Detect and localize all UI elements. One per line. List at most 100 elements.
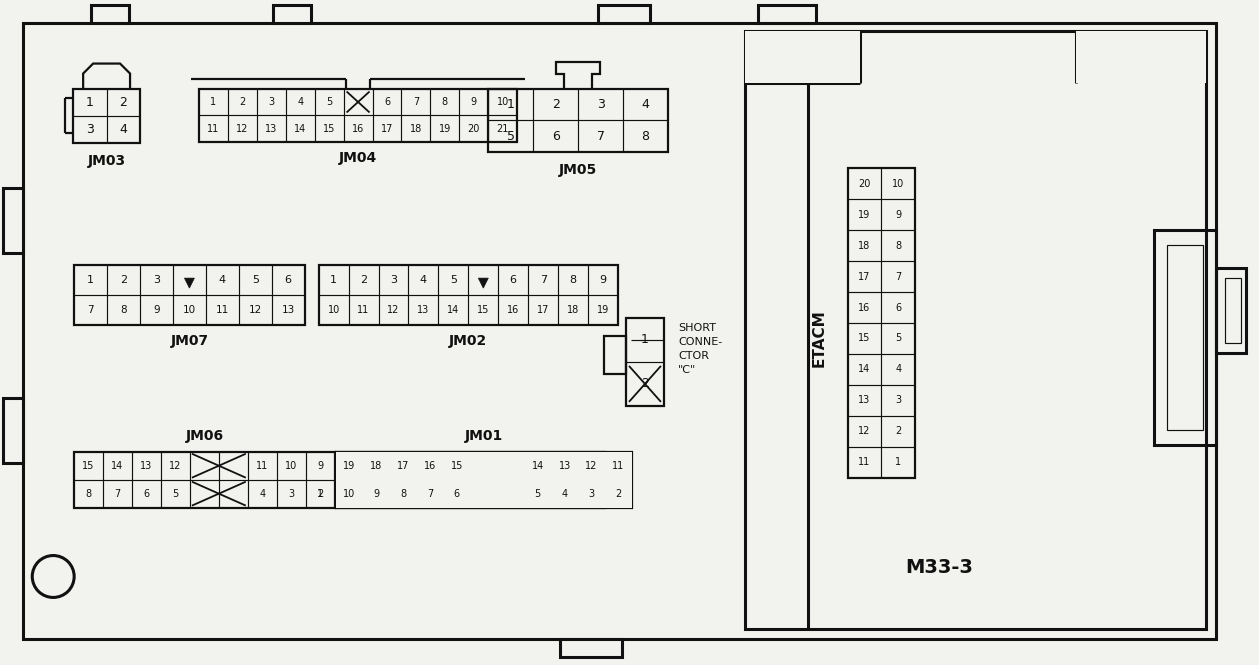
Text: 7: 7 (413, 97, 419, 107)
Text: 10: 10 (183, 305, 196, 315)
Text: 16: 16 (353, 124, 364, 134)
Text: 8: 8 (895, 241, 901, 251)
Text: "C": "C" (677, 365, 696, 375)
Text: 12: 12 (169, 461, 181, 471)
Text: 2: 2 (641, 378, 648, 390)
Text: 2: 2 (360, 275, 368, 285)
Text: 14: 14 (447, 305, 460, 315)
Text: 3: 3 (86, 123, 94, 136)
Text: 13: 13 (559, 461, 570, 471)
Text: 1: 1 (87, 275, 94, 285)
Text: 12: 12 (249, 305, 262, 315)
Text: 5: 5 (449, 275, 457, 285)
Text: SHORT: SHORT (677, 323, 716, 333)
Text: 8: 8 (86, 489, 92, 499)
Text: 12: 12 (585, 461, 598, 471)
Bar (74, 265, 305, 325)
Text: 5: 5 (252, 275, 259, 285)
Bar (319, 265, 618, 325)
Text: 10: 10 (342, 489, 355, 499)
Text: 19: 19 (859, 209, 871, 219)
Text: 19: 19 (597, 305, 609, 315)
Text: 8: 8 (642, 130, 650, 143)
Text: JM06: JM06 (185, 429, 223, 443)
Text: 14: 14 (859, 364, 871, 374)
Text: 6: 6 (384, 97, 390, 107)
Bar (560, 639, 622, 657)
Text: 3: 3 (268, 97, 274, 107)
Text: 1: 1 (317, 489, 324, 499)
Text: 10: 10 (496, 97, 509, 107)
Text: 1: 1 (86, 96, 94, 109)
Bar (626, 318, 663, 406)
Bar (73, 88, 140, 144)
Text: 6: 6 (510, 275, 516, 285)
Text: 7: 7 (540, 275, 546, 285)
Text: 18: 18 (410, 124, 422, 134)
Text: 10: 10 (327, 305, 340, 315)
Bar (199, 88, 517, 142)
Text: 16: 16 (424, 461, 436, 471)
Text: 3: 3 (588, 489, 594, 499)
Text: 13: 13 (282, 305, 295, 315)
Bar (745, 31, 860, 82)
Text: 17: 17 (380, 124, 393, 134)
Text: 4: 4 (297, 97, 303, 107)
Text: 16: 16 (507, 305, 520, 315)
Bar (91, 5, 128, 23)
Text: 12: 12 (859, 426, 871, 436)
Bar (336, 452, 632, 507)
Text: 5: 5 (172, 489, 179, 499)
Bar (488, 88, 669, 152)
Text: 15: 15 (82, 461, 94, 471)
Text: 17: 17 (397, 461, 409, 471)
Text: 2: 2 (317, 489, 324, 499)
Text: 13: 13 (417, 305, 429, 315)
Text: ETACM: ETACM (812, 309, 827, 367)
Text: 17: 17 (859, 271, 871, 281)
Text: 9: 9 (373, 489, 379, 499)
Text: 11: 11 (208, 124, 219, 134)
Text: 20: 20 (467, 124, 480, 134)
Text: 8: 8 (121, 305, 127, 315)
Text: 3: 3 (597, 98, 604, 111)
Text: 8: 8 (400, 489, 407, 499)
Text: 5: 5 (507, 130, 515, 143)
Text: 2: 2 (239, 97, 246, 107)
Bar (1076, 31, 1206, 82)
Bar (1167, 245, 1202, 430)
Text: 4: 4 (419, 275, 427, 285)
Text: M33-3: M33-3 (905, 558, 973, 577)
Text: 13: 13 (266, 124, 277, 134)
Polygon shape (478, 278, 488, 288)
Text: 20: 20 (859, 179, 871, 189)
Text: 7: 7 (895, 271, 901, 281)
Text: 11: 11 (612, 461, 624, 471)
Text: 3: 3 (288, 489, 295, 499)
Text: 16: 16 (859, 303, 871, 313)
Text: 15: 15 (859, 333, 871, 344)
Bar (745, 31, 1206, 629)
Text: 1: 1 (330, 275, 337, 285)
Text: 7: 7 (597, 130, 604, 143)
Text: 9: 9 (599, 275, 607, 285)
Text: 6: 6 (285, 275, 292, 285)
Text: 9: 9 (317, 461, 324, 471)
Text: JM05: JM05 (559, 164, 597, 178)
Text: 14: 14 (531, 461, 544, 471)
Text: 13: 13 (859, 396, 871, 406)
Text: 15: 15 (451, 461, 463, 471)
Text: CONNE-: CONNE- (677, 337, 723, 347)
Text: JM02: JM02 (449, 334, 487, 348)
Text: JM01: JM01 (465, 429, 502, 443)
Bar (598, 5, 650, 23)
Text: 7: 7 (427, 489, 433, 499)
Text: 2: 2 (120, 96, 127, 109)
Text: 9: 9 (895, 209, 901, 219)
Text: 18: 18 (859, 241, 871, 251)
Bar (273, 5, 311, 23)
Bar (74, 452, 335, 507)
Text: 6: 6 (144, 489, 150, 499)
Text: 2: 2 (551, 98, 559, 111)
Text: 8: 8 (569, 275, 577, 285)
